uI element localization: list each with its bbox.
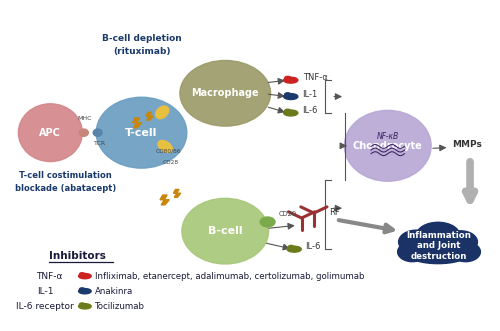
Text: CD28: CD28: [163, 160, 179, 165]
Text: MHC: MHC: [78, 116, 92, 121]
Ellipse shape: [18, 104, 82, 162]
Ellipse shape: [156, 106, 168, 118]
Ellipse shape: [80, 288, 84, 291]
Text: Macrophage: Macrophage: [192, 88, 259, 98]
Ellipse shape: [285, 93, 290, 96]
Ellipse shape: [285, 76, 290, 79]
Text: RF: RF: [328, 209, 340, 217]
Ellipse shape: [78, 304, 91, 309]
Text: APC: APC: [40, 128, 62, 138]
Ellipse shape: [93, 129, 102, 136]
Ellipse shape: [416, 222, 460, 249]
Text: T-cell: T-cell: [126, 128, 158, 138]
Ellipse shape: [398, 230, 434, 254]
Text: Tocilizumab: Tocilizumab: [94, 302, 144, 311]
Ellipse shape: [444, 231, 478, 253]
Text: T-cell costimulation: T-cell costimulation: [19, 171, 112, 180]
Ellipse shape: [180, 61, 270, 126]
Text: TCR: TCR: [94, 141, 106, 146]
Text: Inhibitors: Inhibitors: [49, 251, 106, 261]
Text: B-cell: B-cell: [208, 226, 242, 236]
Ellipse shape: [284, 110, 298, 116]
Text: NF-κB: NF-κB: [376, 132, 399, 141]
Ellipse shape: [80, 129, 88, 136]
Ellipse shape: [182, 198, 268, 264]
Ellipse shape: [288, 245, 294, 249]
Text: IL-1: IL-1: [302, 90, 318, 99]
Text: Inflammation
and Joint
destruction: Inflammation and Joint destruction: [406, 231, 471, 261]
Text: TNF-α: TNF-α: [302, 73, 328, 82]
Text: blockade (abatacept): blockade (abatacept): [14, 184, 116, 193]
Ellipse shape: [285, 109, 290, 112]
Ellipse shape: [80, 273, 84, 275]
Ellipse shape: [408, 244, 469, 263]
Polygon shape: [174, 189, 181, 197]
Text: TNF-α: TNF-α: [36, 272, 62, 281]
Ellipse shape: [398, 242, 427, 262]
Polygon shape: [132, 118, 142, 128]
Ellipse shape: [287, 246, 302, 252]
Text: CD20: CD20: [278, 211, 296, 217]
Ellipse shape: [344, 110, 431, 181]
Ellipse shape: [260, 217, 275, 227]
Ellipse shape: [451, 242, 480, 262]
Text: Chondrocyte: Chondrocyte: [353, 141, 422, 151]
Ellipse shape: [78, 273, 91, 279]
Text: IL-6: IL-6: [305, 242, 320, 251]
Ellipse shape: [284, 94, 298, 100]
Text: CD80/86: CD80/86: [156, 148, 182, 153]
Text: IL-1: IL-1: [38, 287, 54, 296]
Polygon shape: [160, 195, 170, 205]
Text: IL-6 receptor: IL-6 receptor: [16, 302, 74, 311]
Text: Anakinra: Anakinra: [94, 287, 133, 296]
Ellipse shape: [158, 140, 172, 153]
Ellipse shape: [80, 303, 84, 306]
Ellipse shape: [78, 289, 91, 294]
Ellipse shape: [284, 77, 298, 83]
Text: B-cell depletion: B-cell depletion: [102, 34, 182, 43]
Text: IL-6: IL-6: [302, 106, 318, 115]
Text: MMPs: MMPs: [452, 140, 482, 149]
Ellipse shape: [96, 97, 187, 168]
Text: Infliximab, etanercept, adalimumab, certolizumab, golimumab: Infliximab, etanercept, adalimumab, cert…: [94, 272, 364, 281]
Polygon shape: [146, 112, 153, 120]
Text: (rituximab): (rituximab): [113, 47, 170, 56]
